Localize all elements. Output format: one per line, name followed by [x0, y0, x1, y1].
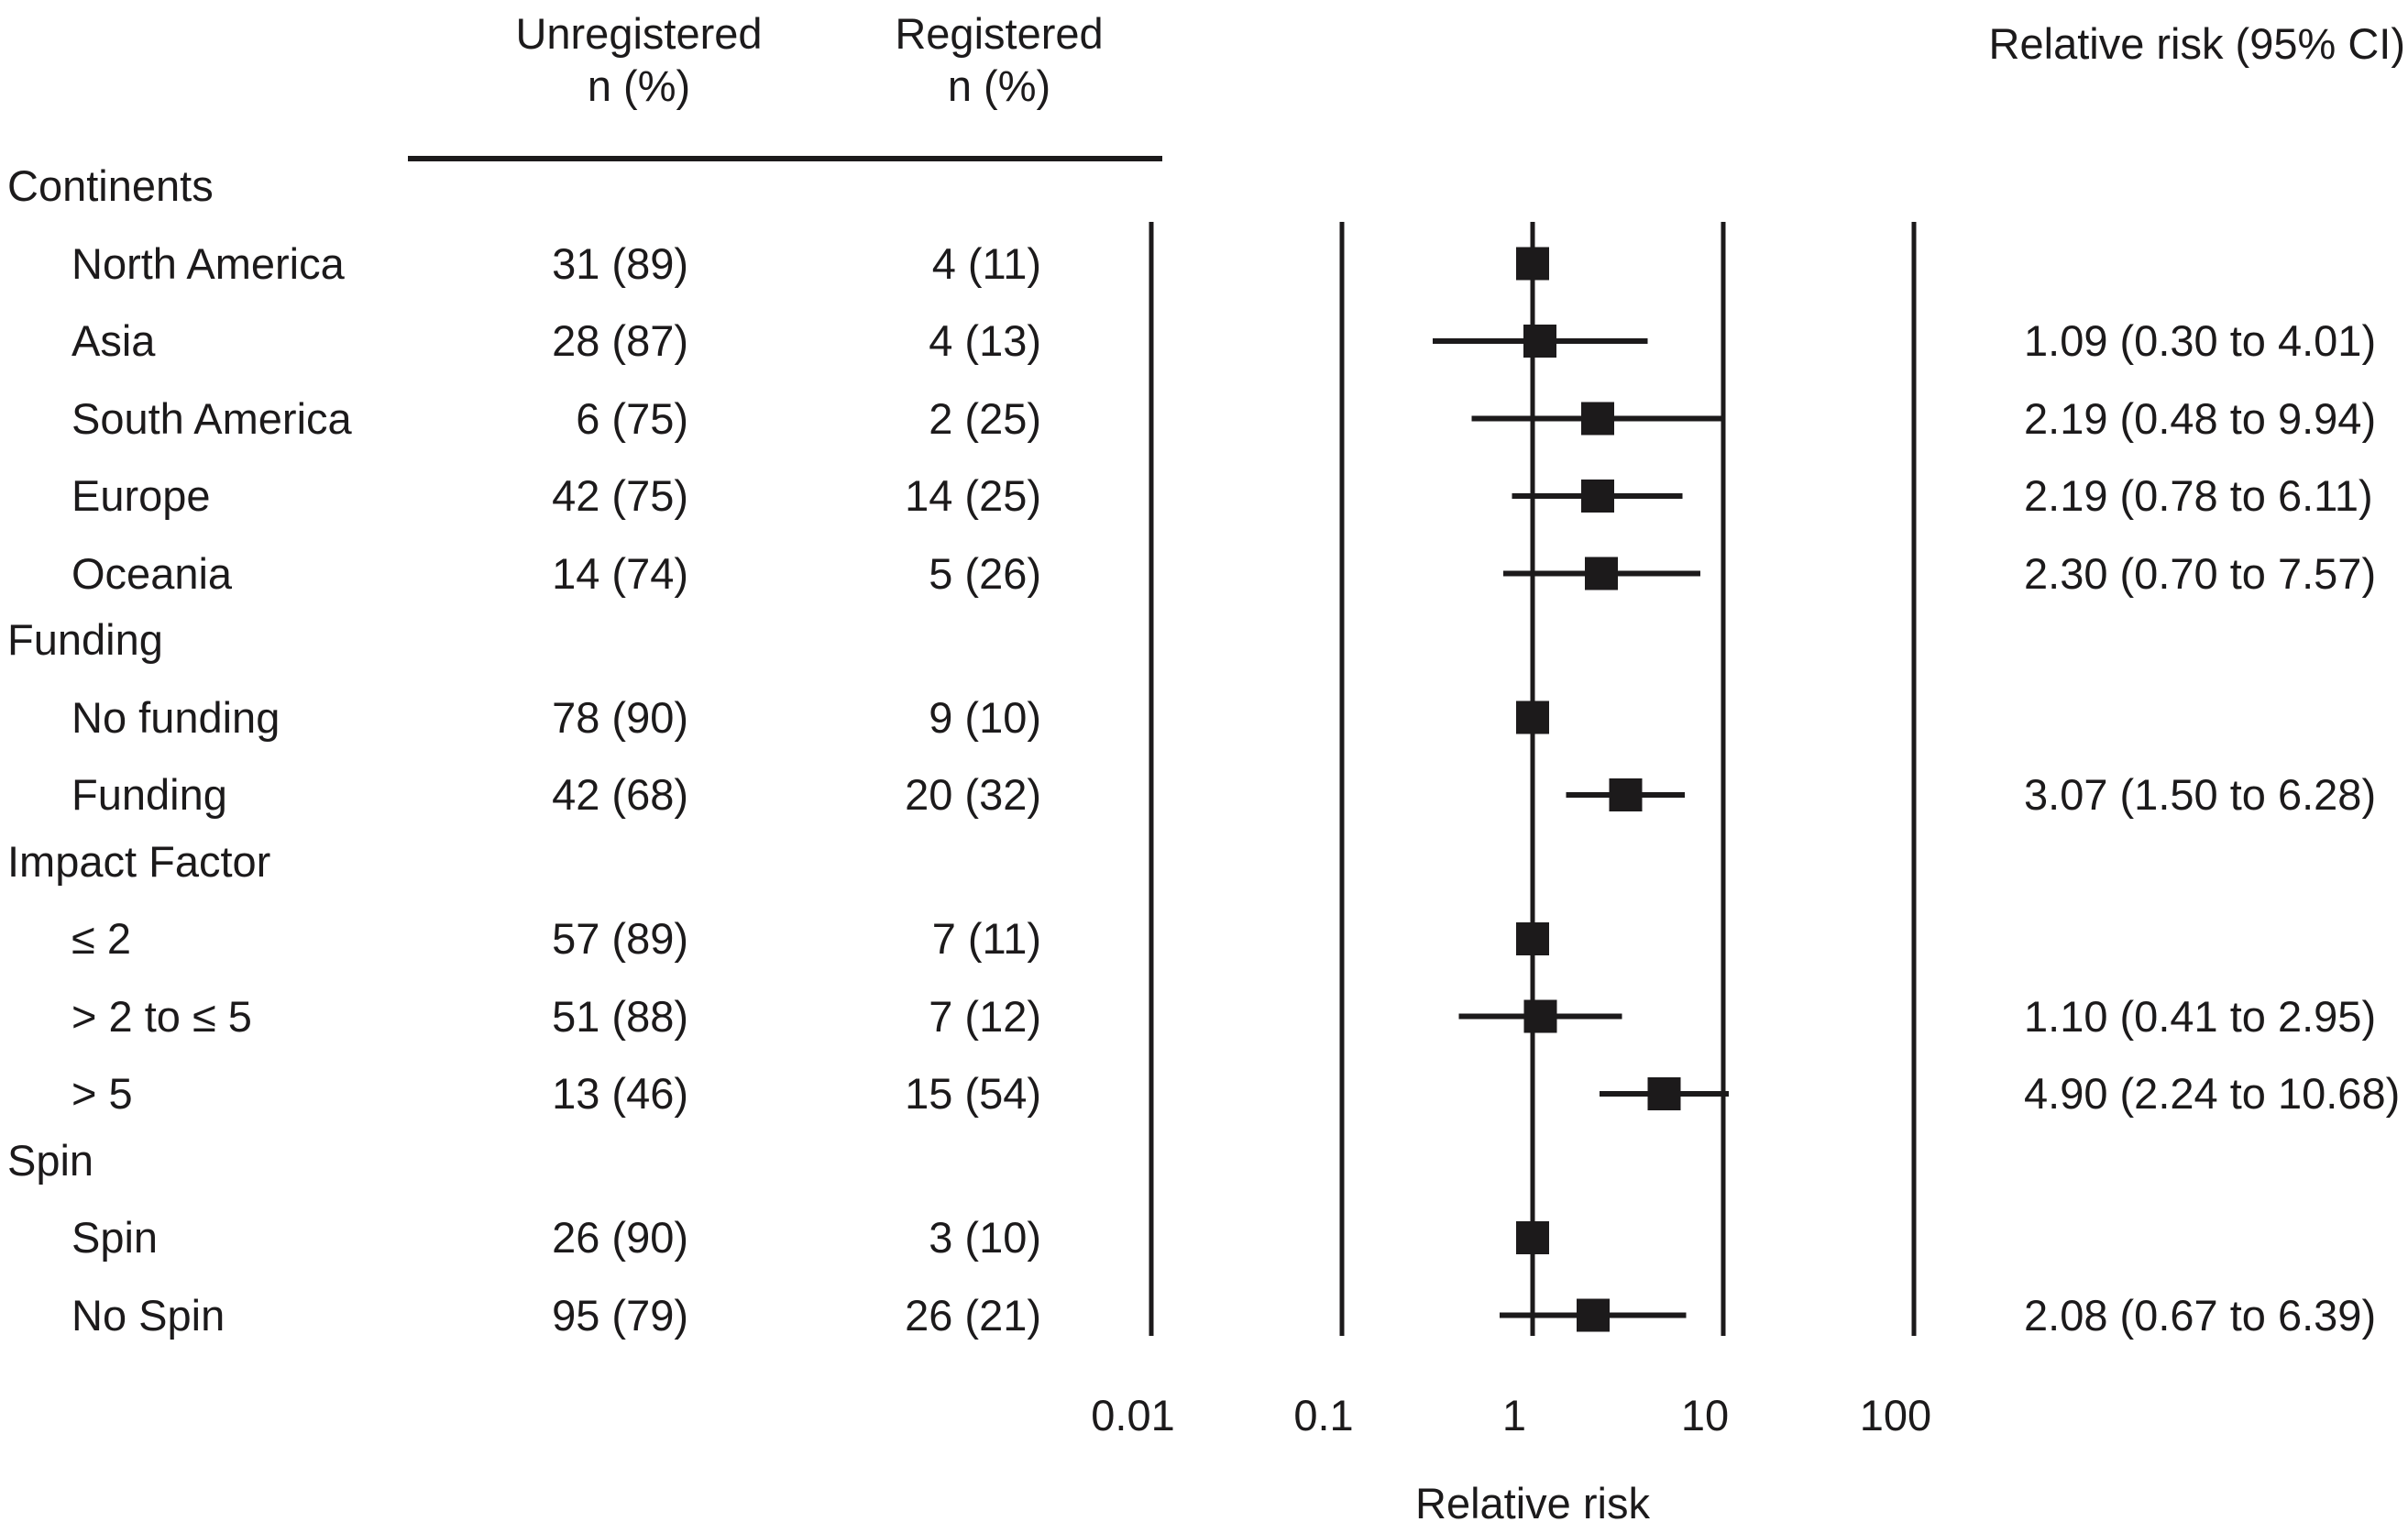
- registered-value: 3 (10): [929, 1213, 1041, 1262]
- item-row-label: Spin: [71, 1213, 159, 1262]
- unregistered-value: 14 (74): [552, 548, 688, 598]
- item-row-label: South America: [71, 393, 352, 443]
- unregistered-value: 28 (87): [552, 316, 688, 365]
- rr-ci-value: 1.10 (0.41 to 2.95): [2024, 991, 2377, 1041]
- rr-ci-value: 1.09 (0.30 to 4.01): [2024, 316, 2377, 365]
- group-row-label: Funding: [7, 615, 163, 664]
- x-axis-title: Relative risk: [1415, 1479, 1650, 1527]
- rr-point-square: [1647, 1077, 1681, 1110]
- rr-point-square: [1516, 1221, 1549, 1254]
- registered-value: 20 (32): [905, 770, 1041, 819]
- unregistered-value: 42 (75): [552, 471, 688, 520]
- group-row-label: Impact Factor: [7, 836, 271, 886]
- unregistered-column-header-line2: n (%): [587, 61, 691, 110]
- registered-value: 4 (13): [929, 316, 1041, 365]
- item-row-label: Funding: [71, 770, 227, 819]
- unregistered-value: 78 (90): [552, 692, 688, 742]
- registered-value: 14 (25): [905, 471, 1041, 520]
- x-tick-label: 100: [1859, 1391, 1932, 1439]
- rr-ci-column-header: Relative risk (95% CI): [1988, 19, 2405, 68]
- item-row-label: Oceania: [71, 548, 233, 598]
- group-row-label: Continents: [7, 161, 214, 210]
- rr-point-square: [1516, 247, 1549, 281]
- registered-column-header-line2: n (%): [947, 61, 1051, 110]
- item-row-label: Asia: [71, 316, 156, 365]
- unregistered-value: 6 (75): [576, 393, 688, 443]
- rr-point-square: [1585, 557, 1619, 590]
- item-row-label: > 2 to ≤ 5: [71, 991, 252, 1041]
- rr-point-square: [1609, 778, 1643, 811]
- unregistered-value: 57 (89): [552, 914, 688, 963]
- unregistered-value: 13 (46): [552, 1069, 688, 1118]
- registered-value: 9 (10): [929, 692, 1041, 742]
- rr-ci-value: 4.90 (2.24 to 10.68): [2024, 1069, 2401, 1118]
- unregistered-column-header: Unregistered n (%): [385, 7, 893, 112]
- unregistered-value: 26 (90): [552, 1213, 688, 1262]
- rr-ci-value: 2.19 (0.78 to 6.11): [2024, 471, 2373, 520]
- rr-point-square: [1580, 402, 1614, 436]
- registered-column-header: Registered n (%): [745, 7, 1253, 112]
- rr-point-square: [1523, 325, 1556, 358]
- registered-value: 7 (11): [931, 914, 1041, 963]
- unregistered-value: 95 (79): [552, 1290, 688, 1340]
- group-row-label: Spin: [7, 1135, 94, 1185]
- rr-point-square: [1577, 1298, 1611, 1332]
- x-tick-label: 0.01: [1091, 1391, 1175, 1439]
- item-row-label: > 5: [71, 1069, 133, 1118]
- registered-value: 2 (25): [929, 393, 1041, 443]
- header-rule: [408, 156, 1162, 161]
- rr-point-square: [1580, 480, 1614, 513]
- registered-value: 4 (11): [931, 238, 1041, 288]
- x-tick-label: 10: [1680, 1391, 1730, 1439]
- unregistered-value: 51 (88): [552, 991, 688, 1041]
- registered-value: 7 (12): [929, 991, 1041, 1041]
- item-row-label: No funding: [71, 692, 280, 742]
- unregistered-value: 42 (68): [552, 770, 688, 819]
- rr-point-square: [1516, 700, 1549, 734]
- rr-point-square: [1516, 922, 1549, 955]
- registered-column-header-line1: Registered: [895, 9, 1104, 58]
- unregistered-value: 31 (89): [552, 238, 688, 288]
- rr-ci-value: 2.19 (0.48 to 9.94): [2024, 393, 2377, 443]
- item-row-label: ≤ 2: [71, 914, 131, 963]
- item-row-label: No Spin: [71, 1290, 225, 1340]
- rr-point-square: [1523, 999, 1557, 1033]
- registered-value: 5 (26): [929, 548, 1041, 598]
- item-row-label: Europe: [71, 471, 211, 520]
- registered-value: 26 (21): [905, 1290, 1041, 1340]
- x-tick-label: 0.1: [1293, 1391, 1354, 1439]
- x-tick-label: 1: [1501, 1391, 1527, 1439]
- rr-ci-value: 3.07 (1.50 to 6.28): [2024, 770, 2377, 819]
- item-row-label: North America: [71, 238, 345, 288]
- unregistered-column-header-line1: Unregistered: [515, 9, 763, 58]
- rr-ci-value: 2.08 (0.67 to 6.39): [2024, 1290, 2377, 1340]
- rr-ci-value: 2.30 (0.70 to 7.57): [2024, 548, 2377, 598]
- registered-value: 15 (54): [905, 1069, 1041, 1118]
